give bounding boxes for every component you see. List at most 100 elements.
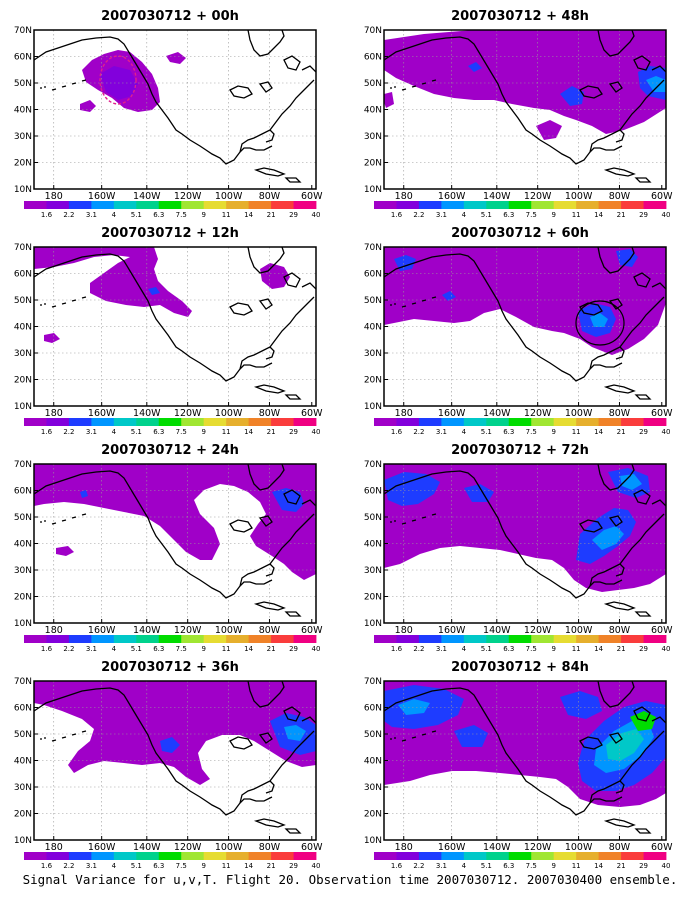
coastline xyxy=(229,85,253,99)
variance-region xyxy=(34,464,316,580)
x-tick-label: 80W xyxy=(609,625,631,636)
coastline xyxy=(401,513,437,525)
colorbar-label: 21 xyxy=(617,645,626,653)
colorbar-swatch xyxy=(463,201,487,209)
y-tick-label: 20N xyxy=(14,810,32,820)
panel-title: 2007030712 + 60h xyxy=(451,226,589,241)
variance-region xyxy=(160,737,180,753)
variance-region xyxy=(592,526,624,550)
colorbar-label: 9 xyxy=(551,862,555,870)
colorbar-label: 40 xyxy=(662,428,671,436)
panel-title: 2007030712 + 36h xyxy=(101,660,239,675)
x-tick-label: 100W xyxy=(565,625,593,636)
y-tick-label: 60N xyxy=(364,53,382,63)
panel-24h: 2007030712 + 24h 1.6 2.2 3.1 4 5.1 6.3 7.5 9 11 1… xyxy=(0,438,340,653)
contour-outline xyxy=(99,55,137,105)
colorbar-label: 4 xyxy=(112,428,117,436)
colorbar-swatch xyxy=(463,635,487,643)
y-tick-label: 30N xyxy=(14,566,32,576)
colorbar-label: 3.1 xyxy=(86,862,97,870)
x-tick-label: 140W xyxy=(133,191,161,202)
coastline xyxy=(253,384,286,394)
y-tick-label: 10N xyxy=(14,619,32,629)
coastline xyxy=(608,298,623,310)
colorbar-label: 11 xyxy=(572,428,581,436)
colorbar-label: 7.5 xyxy=(526,862,537,870)
variance-region xyxy=(284,725,306,741)
x-tick-label: 160W xyxy=(88,191,116,202)
panel-60h: 2007030712 + 60h 1.6 2.2 3.1 4 5.1 6.3 7.5 9 11 1… xyxy=(350,221,690,436)
y-tick-label: 70N xyxy=(14,460,32,470)
coastline xyxy=(597,464,635,491)
coastline xyxy=(265,780,275,794)
colorbar-label: 9 xyxy=(551,211,555,219)
colorbar-label: 2.2 xyxy=(63,645,74,653)
coastline xyxy=(608,515,623,527)
y-tick-label: 50N xyxy=(14,79,32,89)
y-tick-label: 10N xyxy=(364,185,382,195)
colorbar-swatch xyxy=(418,635,442,643)
colorbar-swatch xyxy=(24,201,47,209)
y-tick-label: 60N xyxy=(14,53,32,63)
colorbar-swatch xyxy=(24,418,47,426)
coastline xyxy=(229,519,253,533)
y-tick-label: 20N xyxy=(14,376,32,386)
coastline xyxy=(51,79,87,91)
x-tick-label: 180 xyxy=(45,408,63,419)
y-tick-label: 30N xyxy=(364,132,382,142)
x-tick-label: 120W xyxy=(524,191,552,202)
x-tick-label: 120W xyxy=(524,625,552,636)
coastline xyxy=(247,464,285,491)
y-tick-label: 60N xyxy=(364,704,382,714)
coastline xyxy=(589,579,623,587)
panel-title: 2007030712 + 12h xyxy=(101,226,239,241)
coastline xyxy=(579,736,603,750)
colorbar-swatch xyxy=(508,852,532,860)
coastline xyxy=(390,737,396,740)
colorbar-label: 6.3 xyxy=(153,862,164,870)
coastline xyxy=(239,579,273,587)
colorbar-label: 40 xyxy=(662,211,671,219)
colorbar-label: 5.1 xyxy=(481,428,492,436)
colorbar-label: 1.6 xyxy=(41,862,53,870)
coastline xyxy=(258,81,273,93)
coastline xyxy=(301,499,316,507)
colorbar-swatch xyxy=(418,418,442,426)
x-tick-label: 180 xyxy=(395,842,413,853)
colorbar-label: 21 xyxy=(617,428,626,436)
variance-region xyxy=(384,30,666,134)
coastline xyxy=(384,36,665,165)
y-tick-label: 50N xyxy=(14,296,32,306)
colorbar-swatch xyxy=(113,201,137,209)
x-tick-label: 160W xyxy=(438,408,466,419)
colorbar-label: 6.3 xyxy=(503,862,514,870)
colorbar-label: 3.1 xyxy=(436,211,447,219)
coastline xyxy=(579,85,603,99)
coastline xyxy=(401,730,437,742)
coastline xyxy=(615,129,625,143)
variance-region xyxy=(606,729,644,761)
coastline xyxy=(284,828,302,834)
coastline xyxy=(603,167,636,177)
colorbar-swatch xyxy=(271,852,294,860)
x-tick-label: 180 xyxy=(45,842,63,853)
colorbar-swatch xyxy=(181,852,205,860)
colorbar-label: 2.2 xyxy=(413,428,424,436)
coastline xyxy=(34,470,315,599)
colorbar-swatch xyxy=(374,201,397,209)
colorbar-label: 14 xyxy=(244,211,253,219)
x-tick-label: 60W xyxy=(651,408,673,419)
variance-region xyxy=(560,86,584,106)
colorbar-swatch xyxy=(643,635,667,643)
colorbar-label: 5.1 xyxy=(131,862,142,870)
colorbar-swatch xyxy=(136,852,160,860)
colorbar-label: 7.5 xyxy=(176,862,187,870)
colorbar-swatch xyxy=(598,201,622,209)
colorbar-label: 29 xyxy=(639,211,648,219)
map-72h: 1.6 2.2 3.1 4 5.1 6.3 7.5 9 11 14 21 29 40 70N 60N 50N 4… xyxy=(364,460,673,653)
colorbar-label: 14 xyxy=(244,645,253,653)
colorbar-swatch xyxy=(508,418,532,426)
colorbar-swatch xyxy=(621,418,644,426)
coastline xyxy=(579,302,603,316)
x-tick-label: 100W xyxy=(215,191,243,202)
